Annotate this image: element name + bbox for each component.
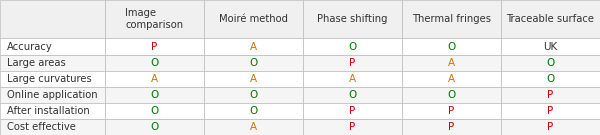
Bar [0, 71, 105, 87]
Text: A: A [250, 41, 257, 52]
Bar [0, 38, 105, 55]
Text: Image
comparison: Image comparison [125, 8, 184, 30]
Bar [0, 103, 105, 119]
Bar [0, 87, 105, 103]
Text: O: O [250, 90, 257, 100]
Bar [402, 38, 501, 55]
Text: Traceable surface: Traceable surface [506, 14, 595, 24]
Bar [303, 0, 402, 38]
Text: P: P [349, 122, 356, 132]
Bar [303, 119, 402, 135]
Text: O: O [547, 58, 554, 68]
Bar [204, 119, 303, 135]
Bar [105, 87, 204, 103]
Text: O: O [448, 41, 455, 52]
Bar [0, 0, 105, 38]
Bar [105, 71, 204, 87]
Text: Large areas: Large areas [7, 58, 66, 68]
Text: P: P [151, 41, 158, 52]
Bar [501, 0, 600, 38]
Text: O: O [547, 74, 554, 84]
Text: P: P [349, 106, 356, 116]
Text: O: O [349, 41, 356, 52]
Bar [105, 0, 204, 38]
Text: O: O [250, 58, 257, 68]
Bar [402, 0, 501, 38]
Text: O: O [151, 58, 158, 68]
Bar [204, 103, 303, 119]
Text: P: P [349, 58, 356, 68]
Bar [501, 38, 600, 55]
Text: O: O [250, 106, 257, 116]
Text: O: O [151, 90, 158, 100]
Bar [105, 119, 204, 135]
Bar [501, 103, 600, 119]
Bar [0, 55, 105, 71]
Text: O: O [151, 106, 158, 116]
Text: Moiré method: Moiré method [219, 14, 288, 24]
Bar [402, 103, 501, 119]
Bar [402, 87, 501, 103]
Bar [303, 103, 402, 119]
Bar [303, 55, 402, 71]
Text: A: A [250, 122, 257, 132]
Text: O: O [151, 122, 158, 132]
Bar [501, 87, 600, 103]
Text: Cost effective: Cost effective [7, 122, 76, 132]
Bar [204, 71, 303, 87]
Text: Thermal fringes: Thermal fringes [412, 14, 491, 24]
Text: Online application: Online application [7, 90, 98, 100]
Bar [0, 119, 105, 135]
Bar [303, 38, 402, 55]
Text: P: P [547, 122, 554, 132]
Bar [204, 0, 303, 38]
Bar [204, 55, 303, 71]
Text: P: P [448, 106, 455, 116]
Bar [204, 87, 303, 103]
Text: O: O [349, 90, 356, 100]
Text: UK: UK [544, 41, 557, 52]
Bar [501, 119, 600, 135]
Text: A: A [448, 74, 455, 84]
Text: O: O [448, 90, 455, 100]
Text: Phase shifting: Phase shifting [317, 14, 388, 24]
Bar [402, 119, 501, 135]
Bar [105, 38, 204, 55]
Text: A: A [349, 74, 356, 84]
Bar [105, 55, 204, 71]
Text: A: A [250, 74, 257, 84]
Bar [501, 71, 600, 87]
Text: P: P [547, 106, 554, 116]
Text: P: P [448, 122, 455, 132]
Bar [402, 55, 501, 71]
Text: P: P [547, 90, 554, 100]
Bar [303, 71, 402, 87]
Text: Accuracy: Accuracy [7, 41, 53, 52]
Bar [105, 103, 204, 119]
Text: A: A [151, 74, 158, 84]
Bar [303, 87, 402, 103]
Text: A: A [448, 58, 455, 68]
Bar [501, 55, 600, 71]
Bar [204, 38, 303, 55]
Bar [402, 71, 501, 87]
Text: Large curvatures: Large curvatures [7, 74, 92, 84]
Text: After installation: After installation [7, 106, 90, 116]
